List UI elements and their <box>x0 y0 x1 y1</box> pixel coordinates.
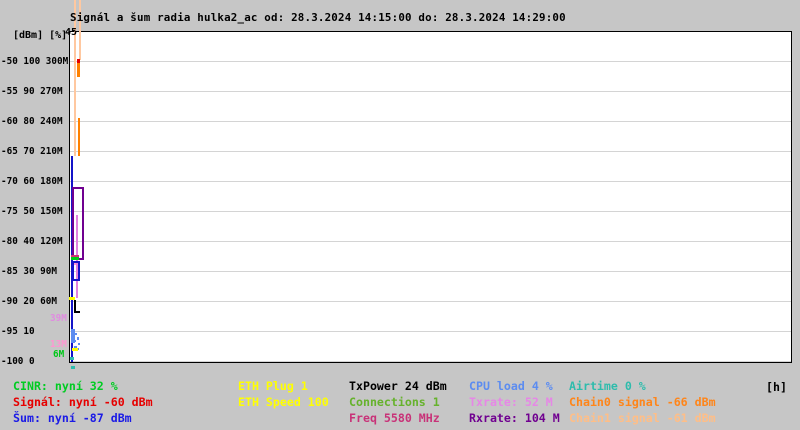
y-axis-row: -60 80 240M <box>1 116 63 127</box>
legend-item: ETH Plug 1 <box>238 379 308 393</box>
y-axis-colored-label: 39M <box>50 313 67 324</box>
y-axis-row: -75 50 150M <box>1 206 63 217</box>
y-axis-colored-label: 13M <box>50 339 67 350</box>
legend-item: Šum: nyní -87 dBm <box>13 411 132 425</box>
legend-item: Txrate: 52 M <box>469 395 553 409</box>
airtime-trace <box>70 366 75 369</box>
legend-item: Connections 1 <box>349 395 440 409</box>
legend-item: Chain1 signal -61 dBm <box>569 411 716 425</box>
y-axis-row: -65 70 210M <box>1 146 63 157</box>
y-axis-row: -70 60 180M <box>1 176 63 187</box>
legend-item: TxPower 24 dBm <box>349 379 447 393</box>
x-axis-unit-label: [h] <box>766 380 787 394</box>
y-axis-row: -85 30 90M <box>1 266 57 277</box>
y-axis-row: -100 0 <box>1 356 35 367</box>
legend-item: CPU load 4 % <box>469 379 553 393</box>
y-axis-colored-label: 6M <box>53 349 65 360</box>
chart-title: Signál a šum radia hulka2_ac od: 28.3.20… <box>70 11 566 24</box>
legend-item: Chain0 signal -66 dBm <box>569 395 716 409</box>
legend-item: Airtime 0 % <box>569 379 646 393</box>
legend-item: Freq 5580 MHz <box>349 411 440 425</box>
y-axis-row: -55 90 270M <box>1 86 63 97</box>
y-axis-units-label: [dBm] [%] <box>13 30 68 41</box>
legend-item: Rxrate: 104 M <box>469 411 560 425</box>
y-axis-top-label: 45 <box>65 27 78 38</box>
legend-item: ETH Speed 100 <box>238 395 329 409</box>
y-axis-row: -90 20 60M <box>1 296 57 307</box>
y-axis-row: -80 40 120M <box>1 236 63 247</box>
y-axis-row: -95 10 <box>1 326 35 337</box>
plot-area <box>69 31 792 363</box>
legend-item: Signál: nyní -60 dBm <box>13 395 153 409</box>
legend-item: CINR: nyní 32 % <box>13 379 118 393</box>
y-axis-row: -50 100 300M <box>1 56 69 67</box>
